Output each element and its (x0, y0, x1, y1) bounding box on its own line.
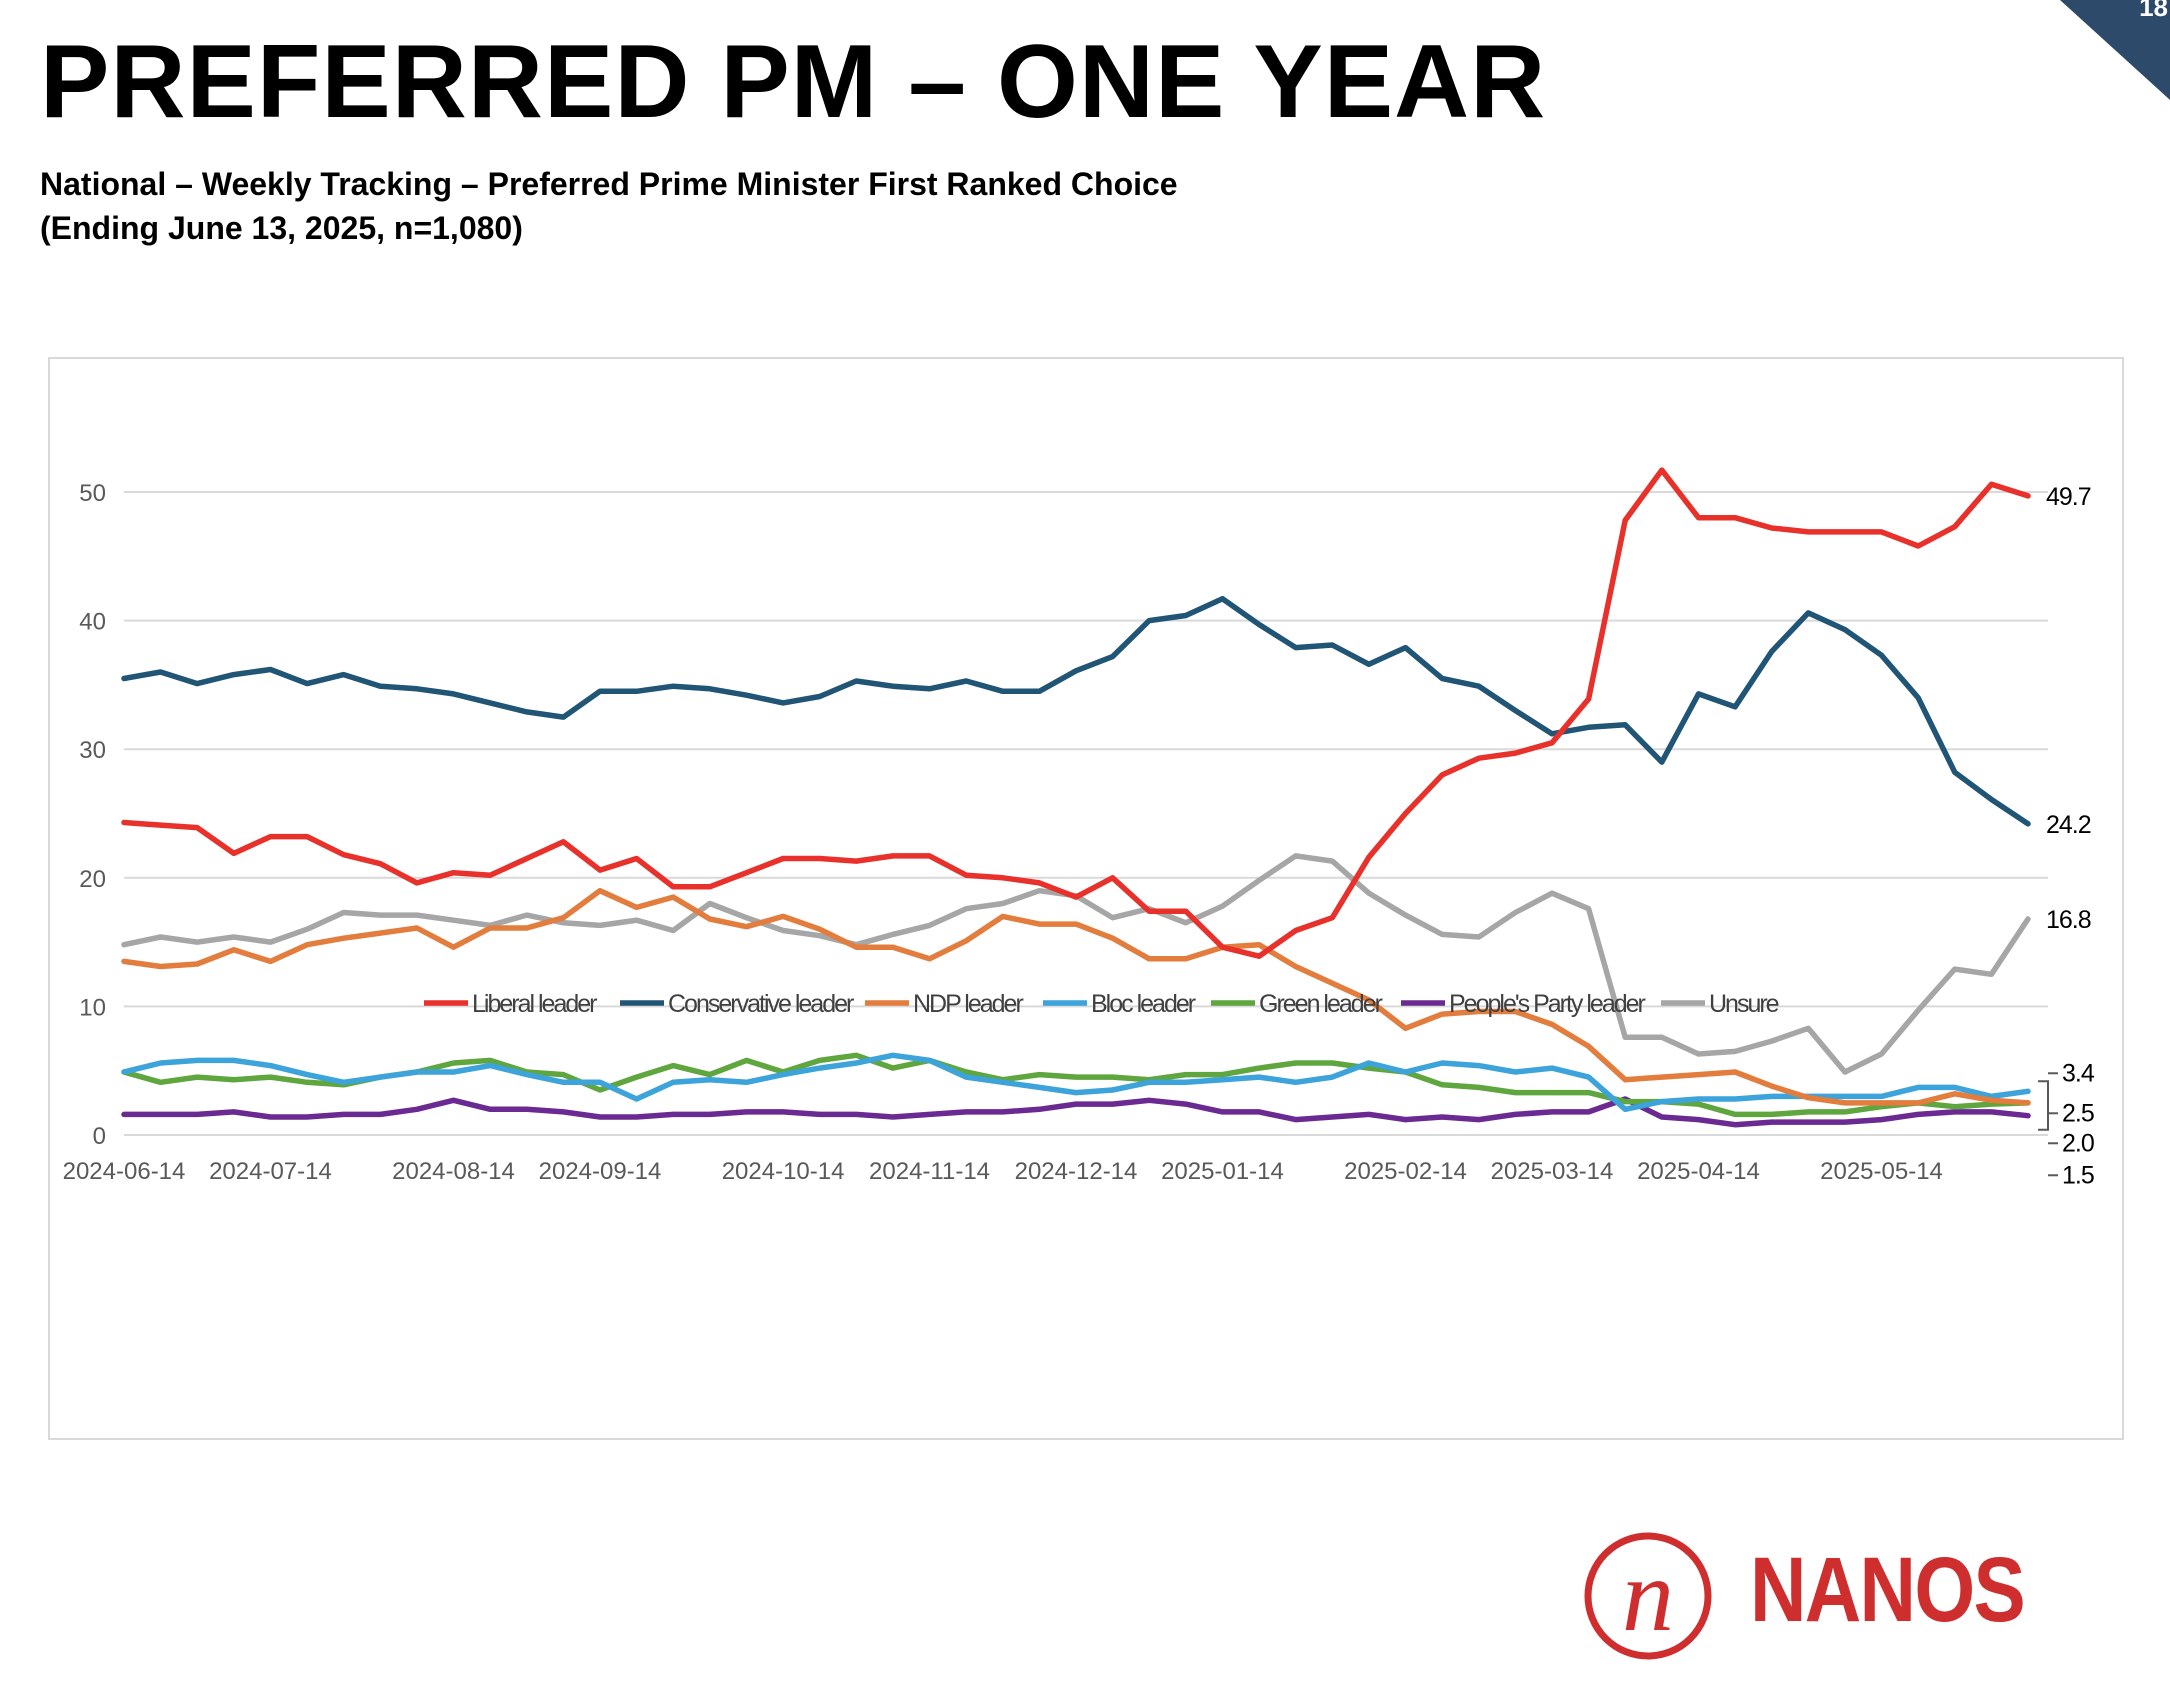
chart-legend: Liberal leader Conservative leader NDP lea… (424, 990, 1781, 1018)
x-tick-label: 2024-06-14 (63, 1158, 186, 1185)
label-bracket (2038, 1080, 2049, 1131)
x-tick-label: 2024-10-14 (722, 1158, 845, 1185)
x-tick-label: 2025-05-14 (1820, 1158, 1943, 1185)
corner-triangle (2060, 0, 2170, 100)
x-axis-ticks: 2024-06-14 2024-07-14 2024-08-14 2024-09-14… (63, 1158, 1943, 1185)
series-line (121, 467, 2031, 959)
legend-label: Conservative leader (668, 990, 854, 1018)
page-number: 18 (2139, 0, 2168, 22)
series-line (121, 1096, 2031, 1128)
x-tick-label: 2024-09-14 (539, 1158, 662, 1185)
end-value-label: 16.8 (2046, 906, 2091, 934)
legend-label: NDP leader (913, 990, 1023, 1018)
y-tick-label: 50 (79, 480, 106, 507)
x-tick-label: 2024-11-14 (869, 1158, 990, 1185)
x-tick-label: 2024-12-14 (1015, 1158, 1138, 1185)
small-value-label: 2.0 (2062, 1129, 2094, 1157)
x-tick-label: 2025-02-14 (1344, 1158, 1467, 1185)
legend-label: Bloc leader (1091, 990, 1196, 1018)
line-chart: 0 10 20 30 40 50 2024-06-14 2024-07-14 2024-08-… (63, 467, 2096, 1189)
series-line (121, 1052, 2031, 1113)
x-tick-label: 2025-03-14 (1491, 1158, 1614, 1185)
page-subtitle: National – Weekly Tracking – Preferred P… (40, 162, 1178, 250)
small-value-label: 2.5 (2062, 1099, 2094, 1127)
series-line (121, 1052, 2031, 1118)
series-line (121, 887, 2031, 1106)
series-line (121, 595, 2031, 827)
small-value-label: 3.4 (2062, 1059, 2095, 1087)
subtitle-line-2: (Ending June 13, 2025, n=1,080) (40, 210, 523, 246)
y-tick-label: 10 (79, 994, 106, 1021)
legend-label: People's Party leader (1449, 990, 1646, 1018)
subtitle-line-1: National – Weekly Tracking – Preferred P… (40, 166, 1178, 202)
x-tick-label: 2025-04-14 (1637, 1158, 1760, 1185)
series-lines (121, 467, 2031, 1128)
nanos-logo-text: NANOS (1750, 1539, 2026, 1641)
end-labels: 49.7 24.2 16.8 3.4 2.52.0 1.5 (2038, 483, 2096, 1189)
end-value-label: 24.2 (2046, 811, 2091, 839)
y-tick-label: 30 (79, 737, 106, 764)
end-value-label: 49.7 (2046, 483, 2091, 511)
legend-label: Green leader (1259, 990, 1383, 1018)
gridlines (124, 491, 2048, 1136)
series-line (121, 853, 2031, 1075)
small-value-label: 1.5 (2062, 1161, 2094, 1189)
y-tick-label: 20 (79, 866, 106, 893)
legend-label: Liberal leader (472, 990, 597, 1018)
y-tick-label: 0 (93, 1123, 106, 1150)
y-tick-label: 40 (79, 609, 106, 636)
nanos-logo: n NANOS (1580, 1530, 2026, 1660)
page-corner-tab: 18 (2060, 0, 2170, 100)
x-tick-label: 2025-01-14 (1161, 1158, 1284, 1185)
logo-mark-letter: n (1622, 1538, 1674, 1653)
nanos-logo-mark: n (1584, 1532, 1712, 1660)
chart-frame: 0 10 20 30 40 50 2024-06-14 2024-07-14 2024-08-… (48, 357, 2124, 1440)
y-axis-ticks: 0 10 20 30 40 50 (79, 480, 106, 1150)
x-tick-label: 2024-07-14 (209, 1158, 332, 1185)
legend-label: Unsure (1709, 990, 1779, 1018)
x-tick-label: 2024-08-14 (392, 1158, 515, 1185)
page-title: PREFERRED PM – ONE YEAR (40, 24, 1547, 140)
